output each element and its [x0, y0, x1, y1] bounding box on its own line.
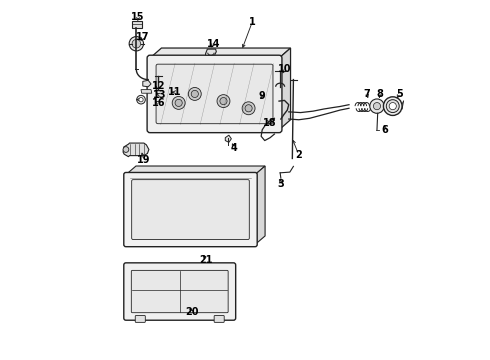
Circle shape — [175, 99, 182, 107]
FancyBboxPatch shape — [156, 64, 273, 124]
Circle shape — [383, 97, 402, 116]
FancyBboxPatch shape — [132, 21, 143, 28]
Text: 6: 6 — [382, 125, 388, 135]
Text: 20: 20 — [185, 307, 198, 317]
Text: 8: 8 — [376, 89, 383, 99]
Text: 19: 19 — [137, 155, 150, 165]
Circle shape — [123, 147, 129, 152]
FancyBboxPatch shape — [147, 55, 282, 133]
Circle shape — [217, 95, 230, 108]
Text: 4: 4 — [231, 143, 238, 153]
Polygon shape — [205, 49, 216, 55]
FancyBboxPatch shape — [124, 172, 257, 247]
Circle shape — [132, 40, 141, 48]
FancyBboxPatch shape — [214, 316, 224, 322]
Text: 16: 16 — [151, 98, 165, 108]
Polygon shape — [126, 166, 265, 175]
Polygon shape — [255, 166, 265, 244]
Polygon shape — [143, 80, 151, 87]
FancyBboxPatch shape — [132, 180, 249, 239]
Circle shape — [245, 105, 252, 112]
Text: 1: 1 — [249, 17, 256, 27]
Polygon shape — [150, 48, 291, 58]
Polygon shape — [123, 143, 149, 157]
Circle shape — [139, 98, 143, 102]
Circle shape — [386, 100, 399, 113]
Polygon shape — [141, 90, 152, 93]
Text: 21: 21 — [199, 255, 213, 265]
Circle shape — [370, 99, 384, 113]
Text: 12: 12 — [151, 81, 165, 91]
Circle shape — [188, 87, 201, 100]
Text: 13: 13 — [153, 90, 167, 100]
FancyBboxPatch shape — [131, 270, 228, 313]
FancyBboxPatch shape — [135, 316, 146, 322]
Text: 7: 7 — [364, 89, 370, 99]
Polygon shape — [225, 135, 231, 142]
Text: 11: 11 — [169, 87, 182, 97]
Circle shape — [242, 102, 255, 115]
Circle shape — [373, 103, 381, 110]
Text: 3: 3 — [277, 179, 284, 189]
Circle shape — [389, 103, 396, 110]
Circle shape — [137, 95, 146, 104]
FancyBboxPatch shape — [124, 263, 236, 320]
Circle shape — [129, 37, 144, 51]
Text: 9: 9 — [259, 91, 266, 101]
Polygon shape — [279, 48, 291, 130]
Text: 18: 18 — [263, 118, 276, 128]
Circle shape — [220, 98, 227, 105]
Text: 14: 14 — [207, 39, 220, 49]
Text: 17: 17 — [136, 32, 149, 42]
Text: 5: 5 — [396, 89, 403, 99]
Circle shape — [191, 90, 198, 98]
Text: 10: 10 — [278, 64, 292, 74]
Text: 15: 15 — [131, 12, 145, 22]
Text: 2: 2 — [295, 150, 302, 160]
Circle shape — [172, 96, 185, 109]
